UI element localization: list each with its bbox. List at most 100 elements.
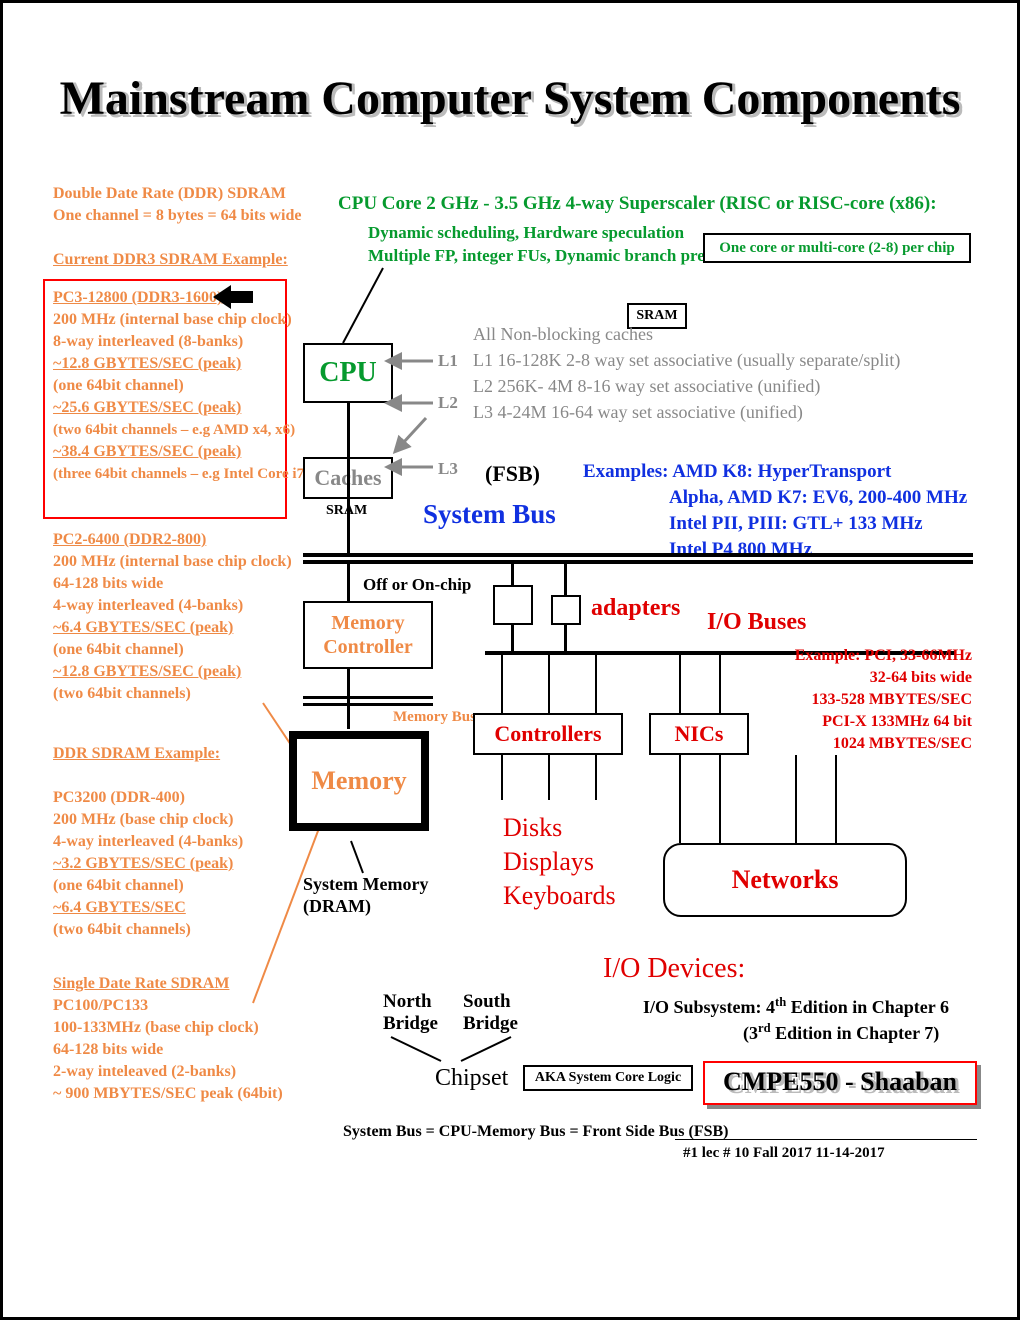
ddr-header: Double Date Rate (DDR) SDRAM One channel… bbox=[53, 183, 301, 271]
sdr-l4: ~ 900 MBYTES/SEC peak (64bit) bbox=[53, 1085, 283, 1102]
iobx3: 133-528 MBYTES/SEC bbox=[812, 691, 972, 708]
adapter1-down bbox=[511, 625, 514, 653]
cpu-bus-line bbox=[347, 403, 350, 553]
bridge1: Bridge bbox=[383, 1013, 438, 1034]
ctrl-down3 bbox=[595, 755, 597, 800]
nic-down1 bbox=[679, 755, 681, 843]
ddr-hdr2: One channel = 8 bytes = 64 bits wide bbox=[53, 207, 301, 224]
page-title: Mainstream Computer System Components bbox=[3, 71, 1017, 126]
ctrl-wire3 bbox=[595, 653, 597, 713]
sbx1: Alpha, AMD K7: EV6, 200-400 MHz bbox=[583, 487, 967, 508]
ddr2-l2: 64-128 bits wide bbox=[53, 575, 163, 592]
sdr-lines: Single Date Rate SDRAM PC100/PC133 100-1… bbox=[53, 973, 283, 1105]
ddr3-l3: ~12.8 GBYTES/SEC (peak) bbox=[53, 355, 241, 372]
nics-box: NICs bbox=[649, 713, 749, 755]
system-bus-label: System Bus bbox=[423, 499, 556, 530]
core-logic-box: AKA System Core Logic bbox=[523, 1065, 693, 1091]
io-devices-label: I/O Devices: bbox=[603, 953, 745, 985]
ddr3-lines: PC3-12800 (DDR3-1600) 200 MHz (internal … bbox=[53, 287, 309, 485]
ctrl-down1 bbox=[501, 755, 503, 800]
cache-l2: L2 256K- 4M 8-16 way set associative (un… bbox=[473, 376, 820, 396]
cpu-box: CPU bbox=[303, 343, 393, 403]
north-bridge-label: North Bridge bbox=[383, 991, 438, 1035]
ddr2-l3: 4-way interleaved (4-banks) bbox=[53, 597, 243, 614]
off-on-chip: Off or On-chip bbox=[363, 575, 471, 595]
system-memory-label: System Memory (DRAM) bbox=[303, 873, 428, 917]
ddr3-l7: ~38.4 GBYTES/SEC (peak) bbox=[53, 443, 241, 460]
sysbus-bar-bot bbox=[303, 560, 973, 564]
adapter-box-1 bbox=[493, 585, 533, 625]
cache-level-arrows bbox=[393, 343, 443, 503]
ctrl-down2 bbox=[548, 755, 550, 800]
cache-info: All Non-blocking caches L1 16-128K 2-8 w… bbox=[473, 321, 900, 425]
cpu-header-line2: Dynamic scheduling, Hardware speculation bbox=[368, 223, 684, 243]
ddr1-lines: DDR SDRAM Example: PC3200 (DDR-400) 200 … bbox=[53, 743, 243, 941]
bridge2: Bridge bbox=[463, 1013, 518, 1034]
ddr1-l2: 4-way interleaved (4-banks) bbox=[53, 833, 243, 850]
nic-wire1 bbox=[679, 653, 681, 713]
adapter-box-2 bbox=[551, 595, 581, 625]
cache-l3: L3 4-24M 16-64 way set associative (unif… bbox=[473, 402, 803, 422]
ddr1-l0: PC3200 (DDR-400) bbox=[53, 789, 185, 806]
networks-box: Networks bbox=[663, 843, 907, 917]
memory-box: Memory bbox=[289, 731, 429, 831]
l3-label: L3 bbox=[438, 459, 458, 479]
core-count-box: One core or multi-core (2-8) per chip bbox=[703, 233, 971, 263]
chipset-brace bbox=[381, 1037, 531, 1065]
memctrl-to-mem-line bbox=[347, 669, 350, 729]
iobus-example: Example: PCI, 33-66MHz 32-64 bits wide 1… bbox=[757, 645, 972, 755]
adapter1-stem bbox=[511, 563, 514, 585]
l1-label: L1 bbox=[438, 351, 458, 371]
ddr3-l6: (two 64bit channels – e.g AMD x4, x6) bbox=[53, 422, 295, 438]
chipset-label: Chipset bbox=[435, 1065, 508, 1092]
io-buses-label: I/O Buses bbox=[707, 609, 806, 636]
ddr3-l1: 200 MHz (internal base chip clock) bbox=[53, 311, 292, 328]
ddr3-l4: (one 64bit channel) bbox=[53, 377, 184, 394]
adapter2-stem bbox=[564, 563, 567, 595]
nic-wire2 bbox=[719, 653, 721, 713]
cache-h: All Non-blocking caches bbox=[473, 324, 653, 344]
controllers-box: Controllers bbox=[473, 713, 623, 755]
ddr2-l7: (two 64bit channels) bbox=[53, 685, 191, 702]
io-subsystem-ref2: (3rd Edition in Chapter 7) bbox=[743, 1021, 939, 1044]
ddr3-l5: ~25.6 GBYTES/SEC (peak) bbox=[53, 399, 241, 416]
ctrl-wire2 bbox=[548, 653, 550, 713]
slide: Mainstream Computer System Components CP… bbox=[0, 0, 1020, 1320]
south: South bbox=[463, 991, 511, 1012]
south-bridge-label: South Bridge bbox=[463, 991, 518, 1035]
ddr3-l8: (three 64bit channels – e.g Intel Core i… bbox=[53, 466, 309, 482]
pointer-arrow-icon bbox=[213, 283, 263, 311]
iobx2: 32-64 bits wide bbox=[870, 669, 972, 686]
iobx4: PCI-X 133MHz 64 bit bbox=[822, 713, 972, 730]
sdr-l2: 64-128 bits wide bbox=[53, 1041, 163, 1058]
ctrl-wire1 bbox=[501, 653, 503, 713]
iobx5: 1024 MBYTES/SEC bbox=[833, 735, 972, 752]
nic-down3 bbox=[795, 755, 797, 843]
ddr1-l5: ~6.4 GBYTES/SEC bbox=[53, 899, 186, 916]
ddr3-l0: PC3-12800 (DDR3-1600) bbox=[53, 289, 222, 306]
disks: Disks bbox=[503, 813, 562, 842]
ddr1-l4: (one 64bit channel) bbox=[53, 877, 184, 894]
ddr2-l6: ~12.8 GBYTES/SEC (peak) bbox=[53, 663, 241, 680]
sdr-l0: PC100/PC133 bbox=[53, 997, 148, 1014]
disks-labels: Disks Displays Keyboards bbox=[503, 811, 616, 913]
ddr1-l6: (two 64bit channels) bbox=[53, 921, 191, 938]
footer-bus-equation: System Bus = CPU-Memory Bus = Front Side… bbox=[343, 1123, 729, 1141]
io-subsystem-ref: I/O Subsystem: 4th Edition in Chapter 6 bbox=[643, 995, 949, 1018]
north: North bbox=[383, 991, 432, 1012]
sbx0: Examples: AMD K8: HyperTransport bbox=[583, 461, 891, 482]
keyboards: Keyboards bbox=[503, 881, 616, 910]
bus-to-memctrl-line bbox=[347, 563, 350, 601]
sbx2: Intel PII, PIII: GTL+ 133 MHz bbox=[583, 513, 923, 534]
course-box: CMPE550 - Shaaban bbox=[703, 1061, 977, 1105]
ddr2-l5: (one 64bit channel) bbox=[53, 641, 184, 658]
ddr-hdr1: Double Date Rate (DDR) SDRAM bbox=[53, 185, 286, 202]
nic-down2 bbox=[719, 755, 721, 843]
ddr1-l3: ~3.2 GBYTES/SEC (peak) bbox=[53, 855, 233, 872]
cpu-header-line1: CPU Core 2 GHz - 3.5 GHz 4-way Superscal… bbox=[338, 193, 937, 215]
memory-bus-label: Memory Bus bbox=[393, 709, 476, 726]
sysmem-l2: (DRAM) bbox=[303, 896, 371, 916]
footer-lecture: #1 lec # 10 Fall 2017 11-14-2017 bbox=[683, 1145, 885, 1162]
ddr2-l1: 200 MHz (internal base chip clock) bbox=[53, 553, 292, 570]
sysmem-l1: System Memory bbox=[303, 874, 428, 894]
